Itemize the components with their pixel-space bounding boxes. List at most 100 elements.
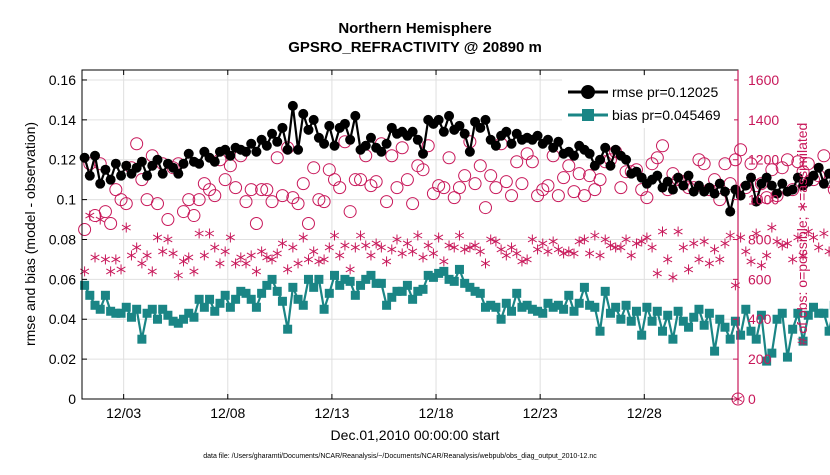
rmse-point — [179, 159, 189, 169]
bias-point — [575, 299, 584, 308]
y-left-tick-label: 0.02 — [49, 351, 76, 367]
rmse-point — [501, 127, 511, 137]
assimilated-point — [825, 246, 830, 256]
bias-point — [85, 291, 94, 300]
bias-point — [648, 317, 657, 326]
rmse-point — [283, 145, 293, 155]
rmse-point — [116, 171, 126, 181]
bias-point — [325, 289, 334, 298]
bias-point — [189, 313, 198, 322]
bias-point — [637, 331, 646, 340]
bias-point — [694, 305, 703, 314]
y-right-tick-label: 1200 — [748, 152, 779, 168]
rmse-point — [309, 115, 319, 125]
bias-point — [580, 283, 589, 292]
rmse-point — [480, 115, 490, 125]
assimilated-point — [757, 260, 766, 270]
rmse-point — [350, 111, 360, 121]
y-left-tick-label: 0.1 — [57, 192, 77, 208]
rmse-point — [158, 169, 168, 179]
bias-point — [96, 305, 105, 314]
rmse-point — [678, 181, 688, 191]
legend-rmse-marker — [581, 85, 595, 99]
bias-point — [778, 309, 787, 318]
assimilated-point — [747, 256, 756, 266]
rmse-point — [210, 157, 220, 167]
bias-point — [419, 285, 428, 294]
assimilated-point — [820, 229, 829, 239]
rmse-point — [194, 159, 204, 169]
rmse-point — [507, 139, 517, 149]
bias-point — [653, 307, 662, 316]
bias-point — [132, 305, 141, 314]
bias-point — [632, 307, 641, 316]
bias-point — [273, 287, 282, 296]
bias-point — [658, 327, 667, 336]
y-left-tick-label: 0 — [68, 391, 76, 407]
bias-point — [408, 295, 417, 304]
bias-point — [309, 283, 318, 292]
bias-point — [570, 307, 579, 316]
rmse-point — [652, 171, 662, 181]
rmse-point — [277, 123, 287, 133]
rmse-point — [605, 161, 615, 171]
bias-point — [320, 305, 329, 314]
rmse-point — [95, 179, 105, 189]
y-right-tick-label: 200 — [748, 351, 772, 367]
bias-point — [283, 325, 292, 334]
rmse-point — [298, 109, 308, 119]
possible-point — [818, 150, 830, 162]
assimilated-point — [773, 236, 782, 246]
rmse-point — [684, 171, 694, 181]
bias-point — [752, 335, 761, 344]
bias-point — [439, 267, 448, 276]
bias-point — [502, 299, 511, 308]
rmse-point — [340, 119, 350, 129]
y-left-tick-label: 0.12 — [49, 152, 76, 168]
rmse-point — [418, 149, 428, 159]
bias-point — [148, 305, 157, 314]
rmse-point — [595, 155, 605, 165]
bias-point — [642, 303, 651, 312]
bias-point — [200, 303, 209, 312]
bias-point — [268, 275, 277, 284]
bias-point — [689, 313, 698, 322]
y-left-tick-label: 0.14 — [49, 112, 76, 128]
bias-point — [627, 317, 636, 326]
bias-point — [564, 291, 573, 300]
rmse-point — [491, 141, 501, 151]
bias-point — [247, 295, 256, 304]
bias-point — [205, 295, 214, 304]
bias-point — [304, 275, 313, 284]
rmse-point — [710, 189, 720, 199]
bias-point — [611, 303, 620, 312]
assimilated-point — [814, 242, 823, 252]
bias-point — [210, 307, 219, 316]
x-tick-label: 12/13 — [314, 405, 349, 421]
y-axis-left-label: rmse and bias (model - observation) — [22, 122, 38, 346]
rmse-point — [106, 175, 116, 185]
rmse-point — [600, 143, 610, 153]
bias-point — [616, 315, 625, 324]
bias-point — [705, 309, 714, 318]
rmse-point — [819, 179, 829, 189]
x-tick-label: 12/23 — [523, 405, 558, 421]
bias-point — [455, 265, 464, 274]
bias-point — [257, 289, 266, 298]
bias-point — [590, 303, 599, 312]
bias-point — [153, 315, 162, 324]
legend-bias-label: bias pr=0.045469 — [612, 107, 721, 123]
bias-point — [366, 271, 375, 280]
rmse-point — [137, 157, 147, 167]
bias-point — [450, 277, 459, 286]
legend-bias-marker — [582, 109, 594, 121]
rmse-point — [413, 135, 423, 145]
rmse-point — [272, 137, 282, 147]
legend: rmse pr=0.12025 bias pr=0.045469 — [562, 76, 734, 128]
bias-point — [538, 309, 547, 318]
bias-point — [491, 303, 500, 312]
bias-point — [231, 295, 240, 304]
rmse-point — [330, 141, 340, 151]
